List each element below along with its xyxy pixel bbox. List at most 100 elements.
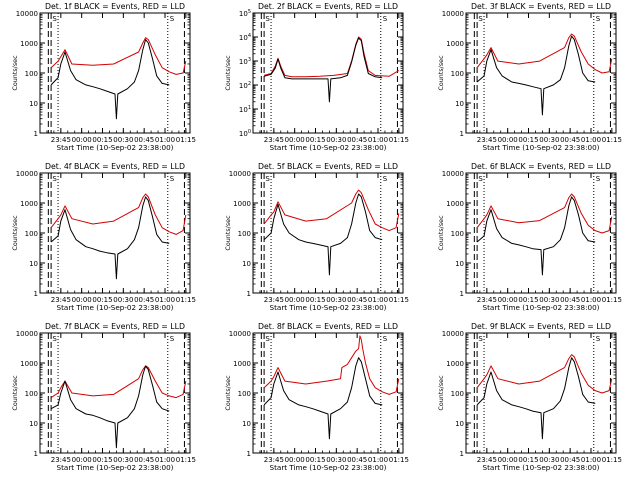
series-line-lld (476, 193, 613, 234)
panel-title: Det. 2f BLACK = Events, RED = LLD (258, 2, 398, 11)
y-tick-label: 1000 (20, 40, 38, 48)
y-tick-label: 102 (239, 81, 251, 90)
detector-panel-9: Det. 9f BLACK = Events, RED = LLD 1 10 100 1… (437, 322, 622, 472)
detector-panel-5: Det. 5f BLACK = Events, RED = LLD 1 10 100 1… (224, 162, 409, 312)
x-tick-label: 00:00 (72, 296, 92, 304)
y-axis-label: Counts/sec (11, 55, 19, 91)
x-tick-label: 01:15 (389, 296, 409, 304)
y-axis-label: Counts/sec (437, 55, 445, 91)
y-tick-label: 100 (25, 70, 38, 78)
x-tick-label: 00:00 (285, 296, 305, 304)
x-tick-label: 23:45 (51, 456, 71, 464)
x-tick-label: 23:45 (51, 136, 71, 144)
x-axis-label: Start Time (10-Sep-02 23:38:00) (57, 463, 174, 472)
y-tick-label: 10 (29, 260, 38, 268)
x-tick-label: 00:00 (72, 456, 92, 464)
x-tick-label: 00:30 (326, 456, 346, 464)
corner-marker-label: S (383, 15, 388, 23)
panel-title: Det. 6f BLACK = Events, RED = LLD (471, 162, 611, 171)
corner-marker-label: S (170, 15, 175, 23)
y-tick-label: 100 (239, 129, 251, 138)
x-tick-label: 00:00 (285, 456, 305, 464)
x-tick-label: 23:45 (264, 296, 284, 304)
x-tick-label: 00:15 (518, 136, 538, 144)
y-tick-label: 100 (451, 390, 464, 398)
x-tick-label: 23:45 (264, 136, 284, 144)
x-tick-label: 00:30 (539, 456, 559, 464)
detector-panel-6: Det. 6f BLACK = Events, RED = LLD 1 10 100 1… (437, 162, 622, 312)
y-axis-label: Counts/sec (437, 375, 445, 411)
y-axis-label: Counts/sec (224, 215, 232, 251)
y-tick-label: 100 (238, 230, 251, 238)
corner-marker-label: S (596, 175, 601, 183)
x-tick-label: 23:45 (477, 136, 497, 144)
x-tick-label: 00:15 (92, 136, 112, 144)
panel-title: Det. 9f BLACK = Events, RED = LLD (471, 322, 611, 331)
panel-title: Det. 5f BLACK = Events, RED = LLD (258, 162, 398, 171)
series-line-events (263, 37, 383, 103)
y-tick-label: 1 (460, 450, 464, 458)
x-tick-label: 01:15 (176, 456, 196, 464)
x-tick-label: 01:15 (176, 296, 196, 304)
y-tick-label: 10000 (16, 170, 38, 178)
panel-title: Det. 7f BLACK = Events, RED = LLD (45, 322, 185, 331)
x-tick-label: 01:15 (389, 136, 409, 144)
x-tick-label: 01:15 (389, 456, 409, 464)
y-tick-label: 10 (455, 100, 464, 108)
series-line-lld (263, 36, 400, 78)
x-tick-label: 01:15 (602, 296, 622, 304)
y-tick-label: 100 (451, 70, 464, 78)
y-tick-label: 1 (247, 290, 251, 298)
y-tick-label: 100 (25, 390, 38, 398)
y-tick-label: 10 (242, 260, 251, 268)
x-tick-label: 00:30 (113, 456, 133, 464)
x-tick-label: 00:15 (92, 456, 112, 464)
series-line-events (263, 193, 383, 276)
series-line-events (476, 357, 596, 440)
corner-marker-label: S (170, 335, 175, 343)
corner-marker-label: S (52, 335, 57, 343)
x-tick-label: 00:45 (134, 296, 154, 304)
x-tick-label: 00:00 (498, 456, 518, 464)
plot-frame (252, 12, 404, 134)
x-tick-label: 00:45 (560, 296, 580, 304)
series-line-lld (50, 193, 187, 235)
x-tick-label: 00:45 (560, 136, 580, 144)
series-line-lld (263, 189, 400, 232)
x-axis-label: Start Time (10-Sep-02 23:38:00) (270, 143, 387, 152)
y-tick-label: 1000 (233, 360, 251, 368)
y-tick-label: 1000 (20, 360, 38, 368)
y-axis-label: Counts/sec (224, 55, 232, 91)
y-tick-label: 1000 (446, 40, 464, 48)
x-tick-label: 00:30 (326, 136, 346, 144)
x-tick-label: 00:00 (498, 296, 518, 304)
x-axis-label: Start Time (10-Sep-02 23:38:00) (483, 303, 600, 312)
y-tick-label: 10000 (442, 10, 464, 18)
x-tick-label: 01:00 (155, 136, 175, 144)
detector-panel-4: Det. 4f BLACK = Events, RED = LLD 1 10 100 1… (11, 162, 196, 312)
panel-title: Det. 1f BLACK = Events, RED = LLD (45, 2, 185, 11)
corner-marker-label: S (265, 15, 270, 23)
y-tick-label: 1000 (446, 360, 464, 368)
x-tick-label: 00:30 (113, 136, 133, 144)
x-tick-label: 01:00 (581, 296, 601, 304)
x-axis-label: Start Time (10-Sep-02 23:38:00) (270, 303, 387, 312)
x-tick-label: 01:00 (581, 136, 601, 144)
x-tick-label: 01:00 (368, 296, 388, 304)
panel-title: Det. 4f BLACK = Events, RED = LLD (45, 162, 185, 171)
y-axis-label: Counts/sec (224, 375, 232, 411)
y-tick-label: 105 (239, 9, 251, 18)
y-tick-label: 1 (34, 450, 38, 458)
corner-marker-label: S (596, 335, 601, 343)
corner-marker-label: S (52, 175, 57, 183)
corner-marker-label: S (265, 175, 270, 183)
detector-panel-3: Det. 3f BLACK = Events, RED = LLD 1 10 100 1… (437, 2, 622, 152)
y-tick-label: 1 (34, 290, 38, 298)
y-tick-label: 10000 (16, 10, 38, 18)
x-tick-label: 23:45 (51, 296, 71, 304)
y-tick-label: 10000 (229, 170, 251, 178)
y-tick-label: 1000 (446, 200, 464, 208)
detector-panel-2: Det. 2f BLACK = Events, RED = LLD 100 101 1… (224, 2, 409, 152)
